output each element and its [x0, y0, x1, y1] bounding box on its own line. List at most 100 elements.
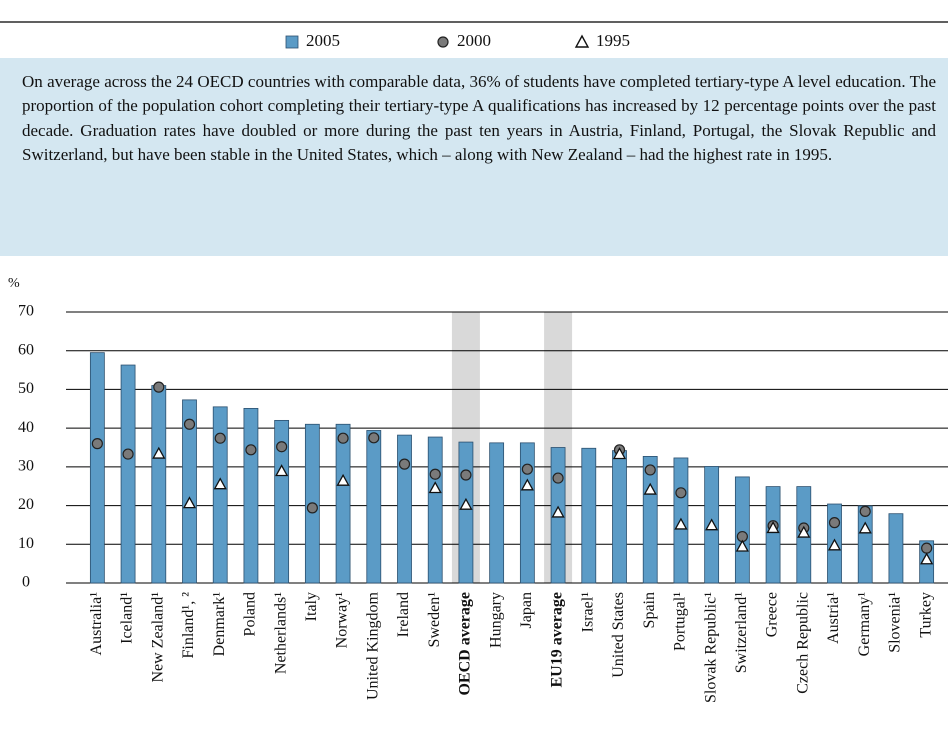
marker-1995 [520, 478, 534, 491]
marker-1995 [336, 473, 350, 486]
x-tick-label: Norway¹ [334, 592, 351, 649]
bar [581, 447, 597, 584]
legend-swatch [437, 36, 449, 48]
x-tick-label: Iceland¹ [119, 592, 136, 644]
bar [612, 450, 627, 584]
bar [888, 513, 904, 584]
legend-label: 2005 [306, 31, 340, 50]
x-tick-label: Switzerland¹ [733, 592, 750, 673]
marker-1995 [213, 477, 227, 490]
x-tick-label: Greece [764, 592, 781, 637]
x-tick-label: Slovak Republic¹ [702, 592, 719, 703]
marker-2000 [183, 418, 196, 430]
legend-swatch [285, 35, 299, 49]
x-tick-label: Netherlands¹ [272, 592, 289, 674]
x-tick-label: Spain [641, 592, 658, 628]
marker-2000 [552, 472, 564, 484]
marker-1995 [827, 538, 842, 551]
x-tick-label: Czech Republic [794, 592, 811, 694]
x-tick-label: Ireland [395, 592, 412, 637]
x-tick-label: Poland [242, 592, 259, 636]
bar [765, 486, 781, 584]
marker-1995 [182, 496, 197, 509]
marker-2000 [245, 444, 257, 456]
bar [397, 434, 412, 584]
bar [489, 442, 505, 584]
x-tick-label: Finland¹, ² [180, 592, 197, 659]
marker-2000 [644, 464, 656, 476]
x-tick-label: New Zealand¹ [149, 592, 166, 683]
y-tick-label: 70 [18, 303, 34, 320]
intro-text: On average across the 24 OECD countries … [0, 58, 948, 256]
x-tick-label: United States [610, 592, 627, 678]
bar [151, 385, 167, 584]
marker-2000 [859, 505, 871, 517]
x-tick-label: Germany¹ [856, 592, 873, 657]
legend-label: 1995 [596, 31, 630, 50]
x-tick-label: Turkey [917, 592, 934, 638]
marker-1995 [705, 518, 719, 531]
y-tick-label: 50 [18, 380, 34, 397]
marker-1995 [551, 505, 565, 518]
marker-1995 [858, 521, 872, 534]
marker-2000 [921, 542, 933, 554]
legend-label: 2000 [457, 31, 491, 50]
marker-2000 [337, 432, 349, 444]
marker-1995 [275, 464, 289, 477]
marker-2000 [398, 458, 411, 470]
bar [366, 430, 382, 584]
marker-2000 [306, 502, 318, 514]
marker-2000 [521, 463, 533, 475]
x-tick-label: OECD average [457, 592, 474, 696]
bar [89, 352, 105, 584]
legend-swatch [574, 34, 590, 48]
marker-2000 [828, 517, 841, 529]
x-tick-label: Hungary [487, 592, 504, 648]
y-tick-label: 20 [18, 496, 34, 513]
marker-1995 [612, 447, 627, 460]
marker-2000 [276, 441, 288, 453]
bar [427, 436, 443, 584]
x-tick-label: Austria¹ [825, 592, 842, 644]
marker-1995 [152, 446, 166, 459]
marker-1995 [459, 497, 473, 510]
marker-2000 [460, 469, 472, 481]
x-tick-label: United Kingdom [364, 591, 381, 700]
bar [519, 442, 535, 584]
marker-1995 [735, 539, 749, 552]
marker-1995 [766, 521, 780, 534]
marker-1995 [428, 481, 442, 494]
marker-1995 [674, 517, 688, 530]
marker-2000 [122, 448, 134, 460]
marker-1995 [797, 525, 811, 538]
x-tick-label: Portugal¹ [672, 592, 689, 651]
marker-2000 [153, 381, 165, 393]
y-tick-label: 60 [18, 341, 34, 358]
marker-2000 [429, 468, 441, 480]
bar [274, 419, 290, 584]
marker-1995 [920, 552, 934, 565]
y-tick-label: 30 [18, 458, 34, 475]
bar [212, 406, 228, 584]
y-tick-label: 40 [18, 419, 34, 436]
x-tick-label: Israel¹ [579, 592, 596, 633]
x-tick-label: Japan [518, 592, 535, 628]
bar [857, 505, 873, 584]
x-tick-label: Slovenia¹ [887, 592, 904, 653]
bar [734, 476, 750, 584]
x-tick-label: Denmark¹ [211, 592, 228, 657]
marker-2000 [214, 432, 226, 444]
bar [642, 456, 658, 584]
bar [243, 407, 259, 584]
y-tick-label: 10 [18, 535, 34, 552]
y-axis-label: % [8, 276, 20, 291]
marker-2000 [91, 438, 103, 450]
bar [182, 399, 197, 584]
marker-2000 [675, 487, 687, 499]
x-tick-label: Sweden¹ [426, 592, 443, 648]
x-tick-label: Australia¹ [88, 592, 105, 656]
marker-2000 [368, 432, 380, 444]
x-tick-label: Italy [303, 592, 320, 621]
